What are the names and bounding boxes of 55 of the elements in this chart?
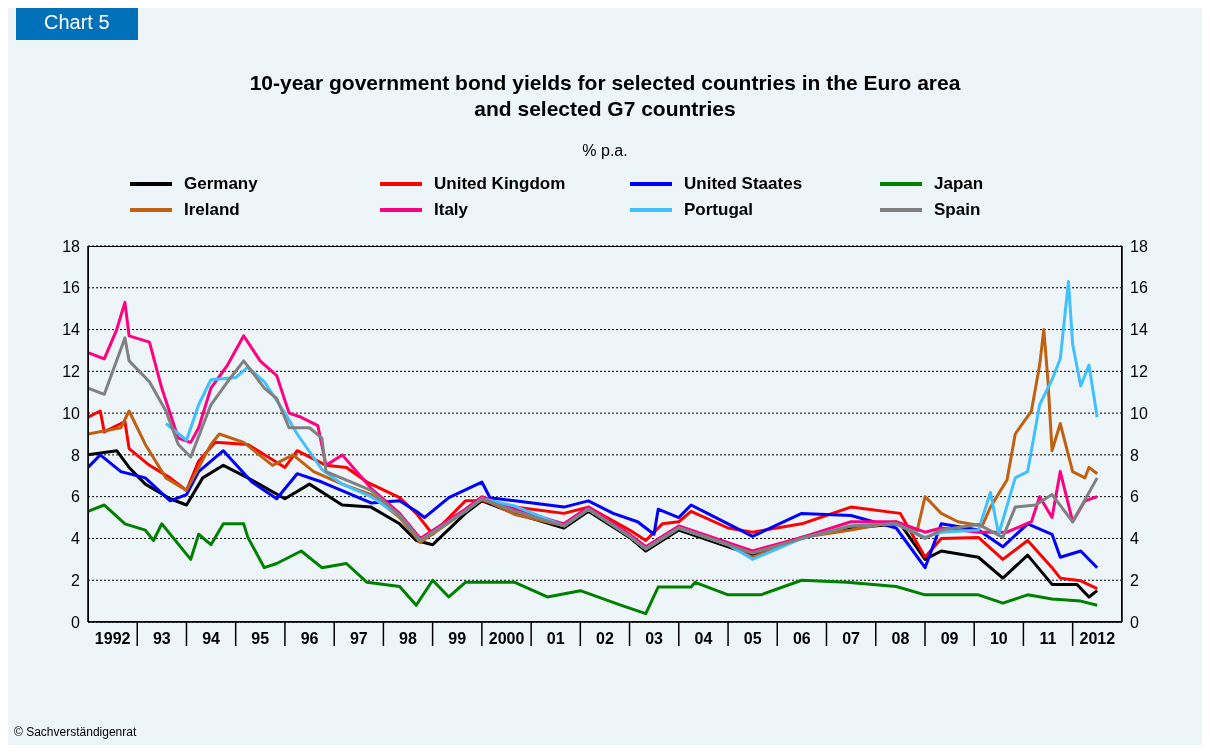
y-tick-label: 0	[71, 613, 81, 631]
y2-tick-label: 10	[1130, 404, 1148, 422]
x-tick-label: 98	[399, 630, 417, 647]
x-tick-label: 08	[891, 630, 910, 647]
y-tick-label: 14	[62, 321, 81, 339]
y2-tick-label: 4	[1130, 530, 1139, 548]
x-tick-label: 10	[989, 630, 1008, 647]
y-tick-label: 6	[71, 488, 81, 506]
y2-tick-label: 6	[1130, 488, 1139, 506]
caption: Chart 5	[16, 8, 138, 40]
line-series	[88, 449, 1099, 570]
y-tick-label: 18	[62, 237, 81, 255]
y2-tick-label: 8	[1130, 446, 1139, 464]
legend-label: United Kingdom	[434, 174, 566, 194]
x-tick-label: 11	[1039, 630, 1057, 647]
x-tick-label: 01	[546, 630, 565, 647]
y-tick-label: 2	[71, 571, 81, 589]
legend-label: Japan	[934, 174, 984, 194]
y2-tick-label: 16	[1130, 279, 1148, 297]
x-tick-label: 06	[792, 630, 811, 647]
x-tick-label: 07	[842, 630, 861, 647]
y-tick-label: 4	[71, 530, 81, 548]
y2-tick-label: 18	[1130, 237, 1148, 255]
y2-tick-label: 12	[1130, 363, 1148, 381]
y2-tick-label: 0	[1130, 613, 1139, 631]
legend-label: Germany	[184, 174, 258, 194]
chart-subtitle: % p.a.	[581, 142, 629, 160]
y-tick-label: 12	[62, 363, 81, 381]
y-tick-label: 8	[71, 446, 81, 464]
y2-tick-label: 2	[1130, 571, 1139, 589]
y-tick-label: 10	[62, 404, 81, 422]
legend-label: Portugal	[684, 200, 753, 220]
y2-tick-label: 14	[1130, 321, 1148, 339]
y-tick-label: 16	[62, 279, 81, 297]
x-tick-label: 99	[448, 630, 467, 647]
x-tick-label: 02	[596, 630, 614, 647]
x-tick-label: 03	[645, 630, 664, 647]
x-tick-label: 95	[251, 630, 270, 647]
x-tick-label: 94	[202, 630, 221, 647]
x-tick-label: 2012	[1079, 630, 1116, 647]
x-tick-label: 04	[694, 630, 713, 647]
x-tick-label: 93	[152, 630, 171, 647]
x-tick-label: 1992	[94, 630, 131, 647]
x-tick-label: 09	[940, 630, 959, 647]
text: © Sachverständigenrat	[14, 725, 137, 739]
line-series	[88, 503, 1099, 616]
x-tick-label: 2000	[488, 630, 525, 647]
legend-label: Italy	[434, 200, 469, 220]
chart-title: 10-year government bond yields for selected countries in the Euro area and selected G7 countries	[248, 70, 962, 122]
x-tick-label: 05	[743, 630, 762, 647]
x-tick-label: 97	[349, 630, 368, 647]
legend-label: United Staates	[684, 174, 803, 194]
legend-label: Spain	[934, 200, 981, 220]
x-tick-label: 96	[300, 630, 319, 647]
legend-label: Ireland	[184, 200, 240, 220]
